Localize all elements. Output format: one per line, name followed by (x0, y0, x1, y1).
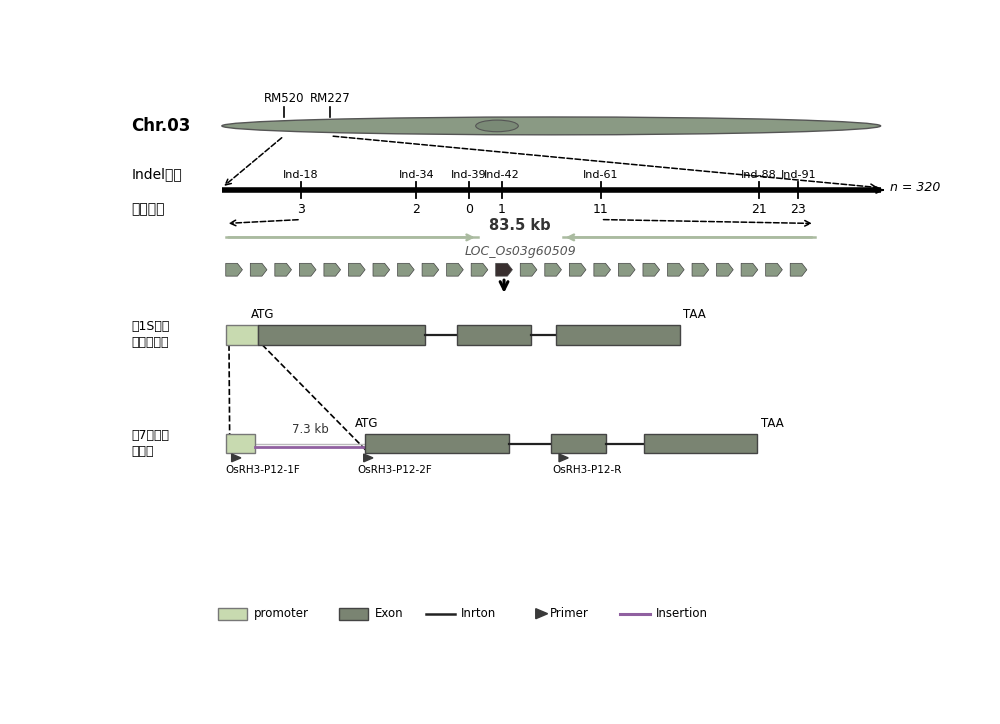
Text: Ind-61: Ind-61 (583, 170, 618, 180)
Text: 11: 11 (593, 203, 609, 216)
Ellipse shape (222, 117, 881, 135)
Polygon shape (398, 264, 414, 276)
Bar (644, 434, 757, 453)
Polygon shape (471, 264, 488, 276)
Bar (226, 325, 258, 345)
Bar (551, 434, 606, 453)
Text: Ind-42: Ind-42 (484, 170, 520, 180)
Text: 0: 0 (465, 203, 473, 216)
Polygon shape (232, 454, 241, 462)
Text: TAA: TAA (761, 417, 783, 430)
Text: Chr.03: Chr.03 (131, 117, 191, 135)
Bar (218, 607, 247, 620)
Bar (457, 325, 531, 345)
Polygon shape (536, 609, 548, 619)
Bar (556, 325, 680, 345)
Text: OsRH3-P12-1F: OsRH3-P12-1F (225, 465, 300, 475)
Polygon shape (766, 264, 782, 276)
Text: 3: 3 (297, 203, 305, 216)
Text: RM227: RM227 (310, 92, 351, 105)
Text: Ind-18: Ind-18 (283, 170, 319, 180)
Polygon shape (299, 264, 316, 276)
Polygon shape (422, 264, 439, 276)
Polygon shape (643, 264, 660, 276)
Text: Insertion: Insertion (656, 607, 708, 620)
Text: Ind-34: Ind-34 (398, 170, 434, 180)
Text: 川7（红色
颊壳）: 川7（红色 颊壳） (131, 429, 169, 458)
Polygon shape (569, 264, 586, 276)
Bar (226, 434, 255, 453)
Polygon shape (594, 264, 611, 276)
Polygon shape (559, 454, 568, 462)
Text: ATG: ATG (250, 308, 274, 321)
Polygon shape (250, 264, 267, 276)
Text: Ind-91: Ind-91 (780, 170, 816, 180)
Text: OsRH3-P12-2F: OsRH3-P12-2F (358, 465, 432, 475)
Text: 2: 2 (412, 203, 420, 216)
Text: ATG: ATG (355, 417, 379, 430)
Text: Inrton: Inrton (461, 607, 497, 620)
Polygon shape (226, 264, 242, 276)
Polygon shape (348, 264, 365, 276)
Text: Primer: Primer (550, 607, 589, 620)
Text: LOC_Os03g60509: LOC_Os03g60509 (464, 245, 576, 258)
Polygon shape (668, 264, 684, 276)
Polygon shape (717, 264, 733, 276)
Text: Exon: Exon (375, 607, 403, 620)
Text: 21: 21 (751, 203, 767, 216)
Polygon shape (364, 454, 373, 462)
Text: 1: 1 (498, 203, 506, 216)
Text: Ind-88: Ind-88 (741, 170, 777, 180)
Text: RM520: RM520 (264, 92, 304, 105)
Polygon shape (790, 264, 807, 276)
Polygon shape (447, 264, 463, 276)
Ellipse shape (476, 120, 518, 132)
Text: OsRH3-P12-R: OsRH3-P12-R (553, 465, 622, 475)
Polygon shape (496, 264, 512, 276)
Text: 83.5 kb: 83.5 kb (489, 219, 551, 234)
Text: n = 320: n = 320 (890, 181, 940, 194)
Text: TAA: TAA (683, 308, 706, 321)
Polygon shape (324, 264, 341, 276)
Text: promoter: promoter (254, 607, 309, 620)
Text: 爽1S（正
常色颊壳）: 爽1S（正 常色颊壳） (131, 321, 170, 350)
Polygon shape (275, 264, 291, 276)
Polygon shape (373, 264, 390, 276)
Text: 重组单株: 重组单株 (131, 203, 165, 216)
Text: Ind-39: Ind-39 (451, 170, 487, 180)
Polygon shape (692, 264, 709, 276)
Text: 7.3 kb: 7.3 kb (292, 423, 329, 436)
Bar (339, 607, 368, 620)
Text: 23: 23 (790, 203, 806, 216)
Polygon shape (520, 264, 537, 276)
Polygon shape (618, 264, 635, 276)
Polygon shape (545, 264, 561, 276)
Bar (365, 434, 509, 453)
Text: Indel标记: Indel标记 (131, 168, 182, 182)
Polygon shape (741, 264, 758, 276)
Bar (258, 325, 425, 345)
